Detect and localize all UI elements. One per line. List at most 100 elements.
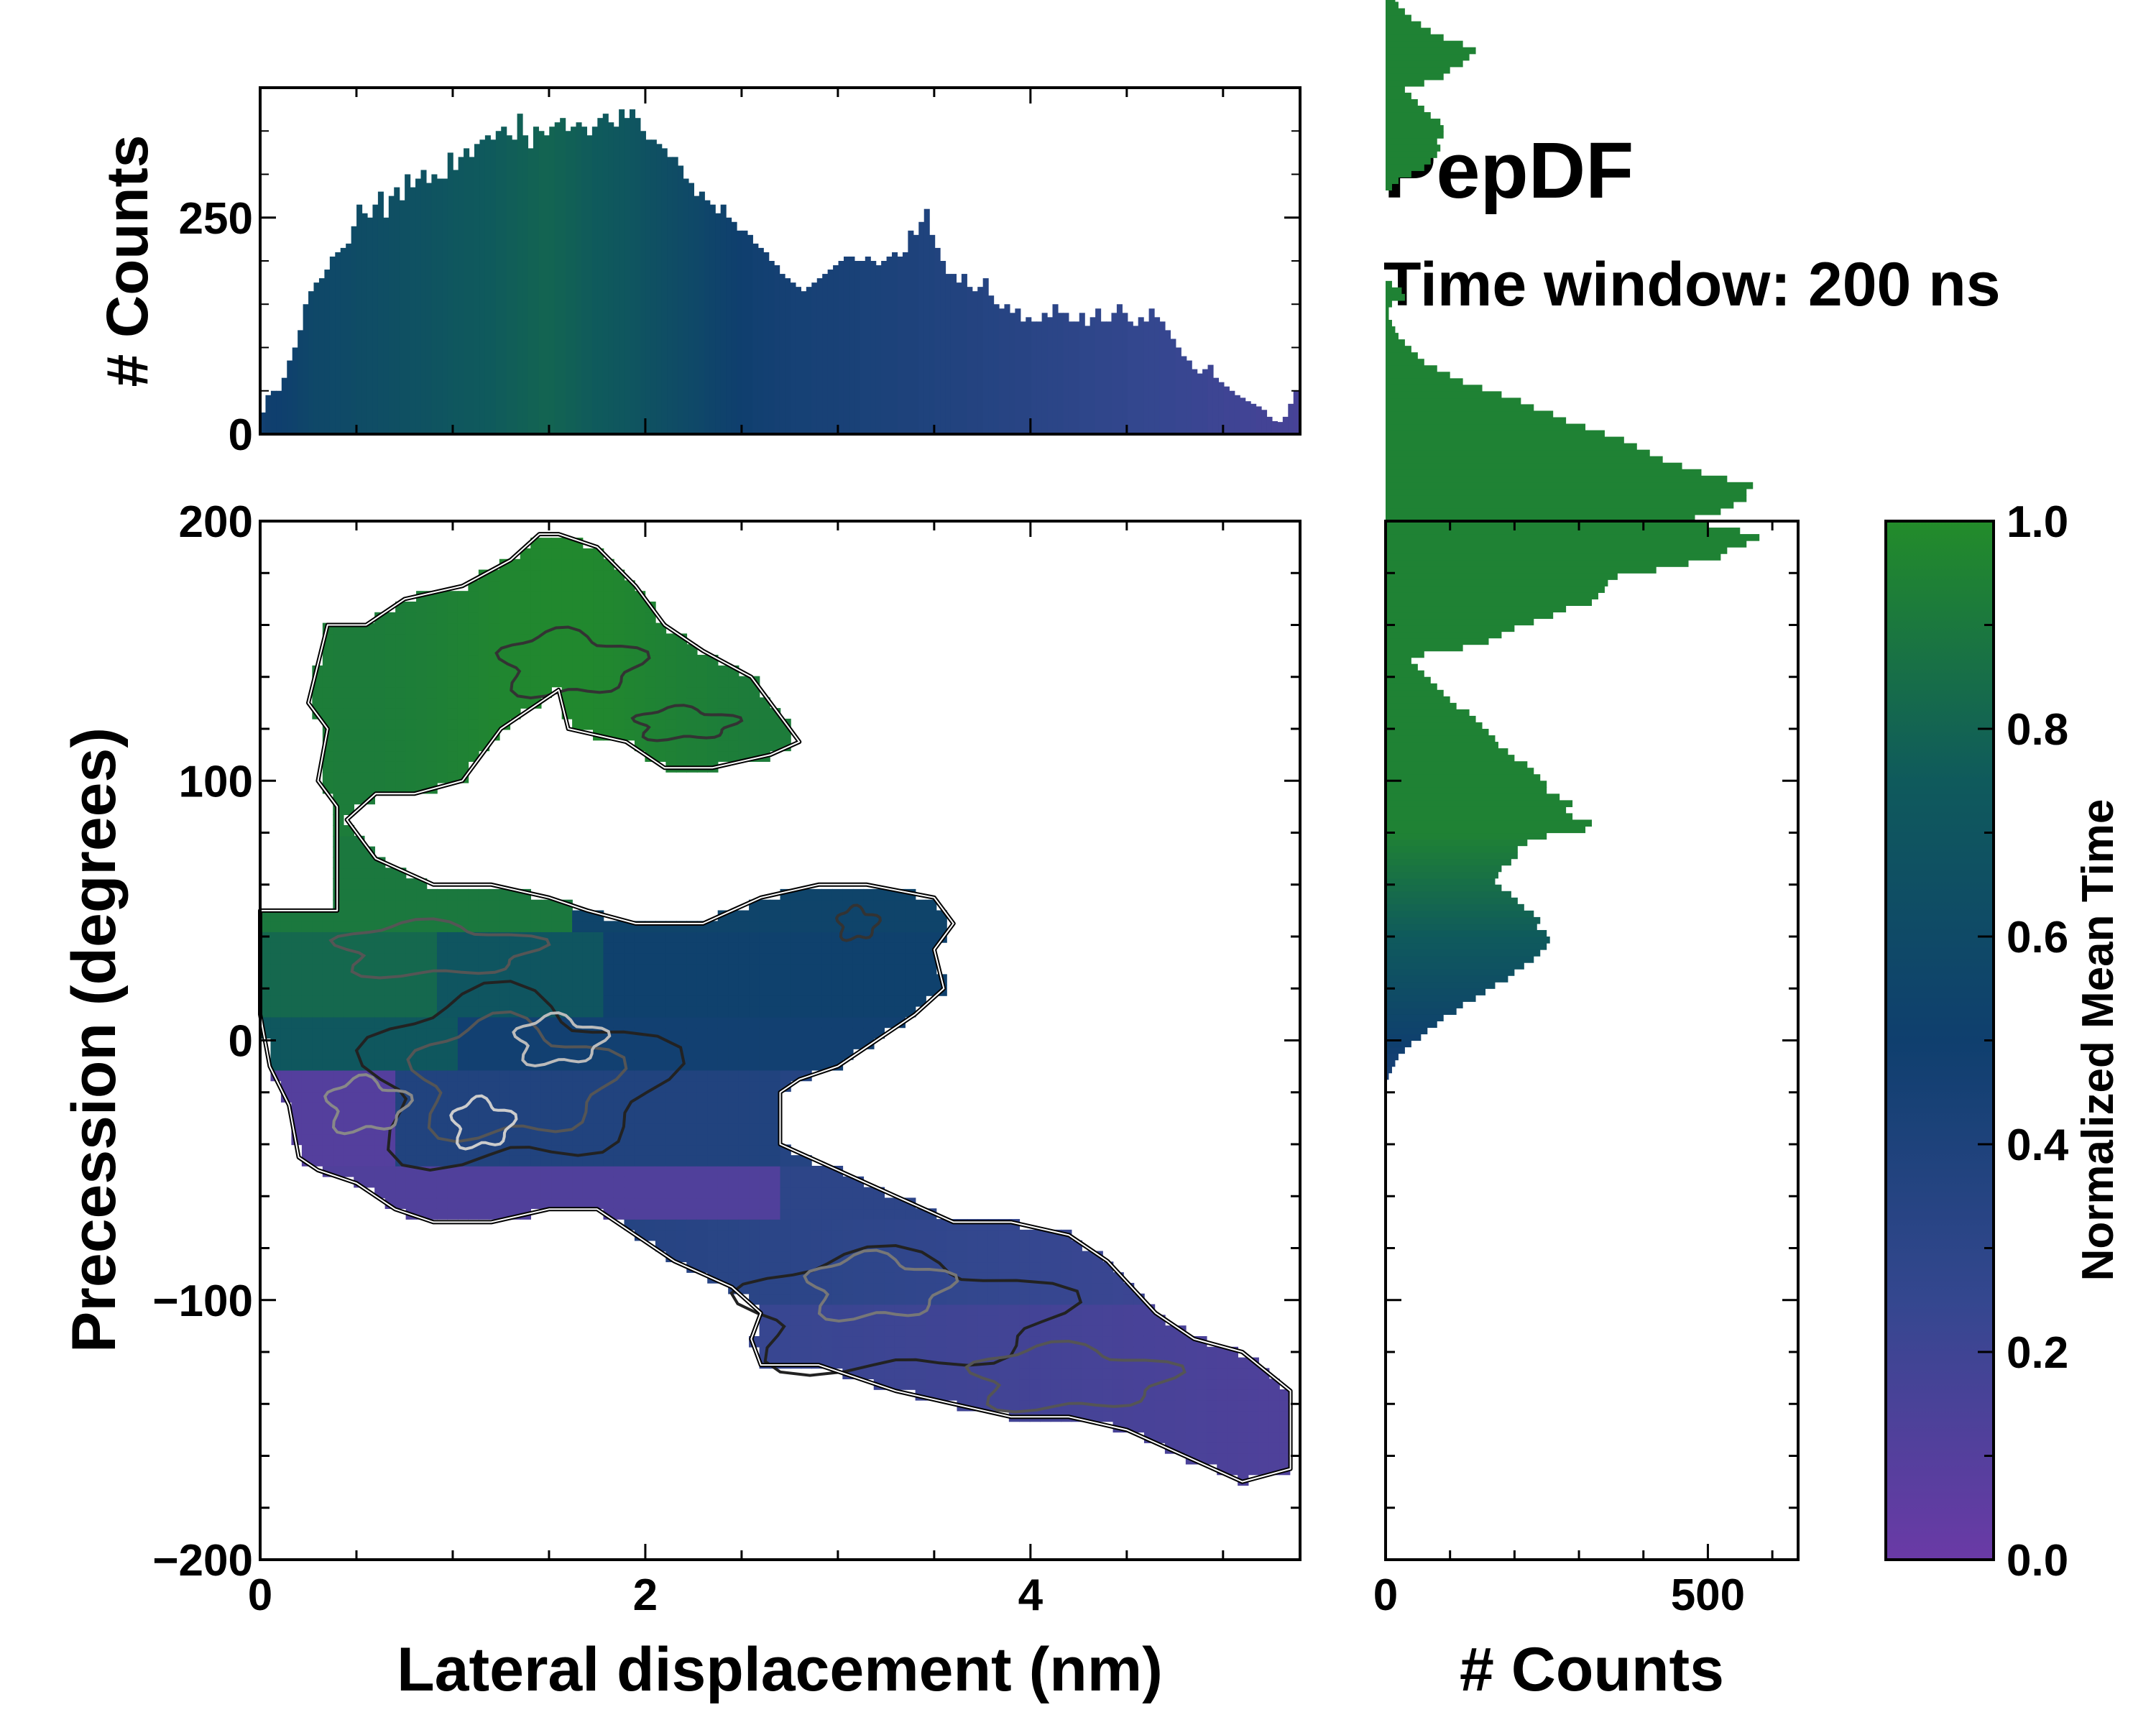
heatmap-cell [728,1133,740,1146]
heatmap-cell [655,1219,667,1230]
heatmap-cell [624,718,635,730]
heatmap-cell [540,1165,552,1177]
heatmap-cell [863,1187,875,1199]
heatmap-cell [738,995,750,1007]
heatmap-cell [489,1091,500,1103]
heatmap-cell [790,985,802,996]
heatmap-cell [489,985,500,996]
heatmap-cell [1175,1399,1187,1412]
heatmap-cell [717,1112,729,1124]
heatmap-cell [1019,1293,1031,1305]
top-hist-bar [415,178,422,434]
right-hist-bar [1386,631,1502,639]
heatmap-cell [291,1102,303,1113]
heatmap-cell [686,1112,698,1124]
heatmap-cell [364,729,375,741]
heatmap-cell [1050,1272,1061,1284]
heatmap-cell [426,985,438,996]
heatmap-cell [717,932,729,943]
heatmap-cell [1217,1410,1228,1422]
heatmap-cell [770,1038,781,1049]
heatmap-cell [821,932,833,943]
colorbar-tick-label: 0.4 [2007,1121,2069,1170]
heatmap-cell [1133,1304,1145,1316]
heatmap-cell [426,686,438,699]
heatmap-cell [301,1070,313,1082]
heatmap-cell [665,1006,677,1018]
heatmap-cell [738,1272,750,1284]
heatmap-cell [384,729,396,741]
heatmap-cell [1071,1325,1082,1337]
heatmap-cell [863,1251,875,1263]
heatmap-cell [395,612,407,624]
heatmap-cell [863,1006,875,1018]
heatmap-cell [322,655,334,666]
heatmap-cell [436,985,448,996]
heatmap-cell [395,1027,407,1039]
heatmap-cell [354,995,365,1007]
heatmap-cell [540,1133,552,1146]
heatmap-cell [634,1165,646,1177]
heatmap-cell [1061,1357,1072,1369]
heatmap-cell [426,1133,438,1146]
heatmap-cell [811,1335,823,1348]
heatmap-cell [489,921,500,932]
heatmap-cell [436,750,448,762]
heatmap-cell [696,1102,709,1113]
heatmap-cell [426,1091,438,1103]
heatmap-cell [478,985,490,996]
heatmap-cell [707,942,719,954]
heatmap-cell [572,601,584,613]
heatmap-cell [780,1219,791,1230]
heatmap-cell [884,1219,895,1230]
heatmap-cell [1227,1463,1238,1476]
heatmap-cell [790,942,802,954]
heatmap-cell [811,1059,823,1071]
heatmap-cell [676,1091,688,1103]
heatmap-cell [717,963,729,975]
heatmap-cell [1008,1315,1021,1326]
heatmap-cell [915,1229,926,1241]
right-histogram-ticks: 0 500 [1373,520,1798,1620]
heatmap-cell [1248,1421,1259,1433]
heatmap-cell [489,952,500,965]
top-hist-bar [1133,326,1139,434]
heatmap-cell [728,1016,740,1029]
heatmap-cell [561,591,573,602]
heatmap-cell [416,985,428,996]
heatmap-cell [759,1112,770,1124]
colorbar-tick-label: 1.0 [2007,497,2068,547]
heatmap-cell [530,910,542,922]
top-hist-bar [1095,308,1102,434]
heatmap-cell [343,740,355,752]
heatmap-cell [1019,1368,1031,1380]
heatmap-cell [416,601,428,613]
heatmap-cell [312,1133,323,1146]
heatmap-cell [457,1080,469,1092]
heatmap-cell [457,1197,469,1210]
heatmap-cell [790,932,802,943]
heatmap-cell [749,1176,760,1188]
heatmap-cell [707,1070,719,1082]
top-hist-bar [399,200,405,434]
right-hist-bar [1386,1021,1437,1029]
heatmap-cell [551,612,563,624]
right-hist-bar [1386,417,1567,425]
right-hist-bar [1386,494,1747,502]
heatmap-cell [645,1176,656,1188]
heatmap-cell [499,974,511,985]
heatmap-cell [905,1208,916,1220]
top-hist-bar [303,304,309,434]
heatmap-cell [987,1261,1000,1273]
heatmap-cell [374,761,386,773]
heatmap-cell [863,952,875,965]
top-hist-bar [394,187,400,434]
top-hist-bar [425,183,432,435]
right-hist-bar [1386,599,1592,607]
heatmap-cell [447,899,459,911]
heatmap-cell [312,1102,323,1113]
heatmap-cell [624,708,635,719]
heatmap-cell [717,1091,729,1103]
heatmap-cell [312,697,323,709]
heatmap-cell [1143,1335,1156,1348]
